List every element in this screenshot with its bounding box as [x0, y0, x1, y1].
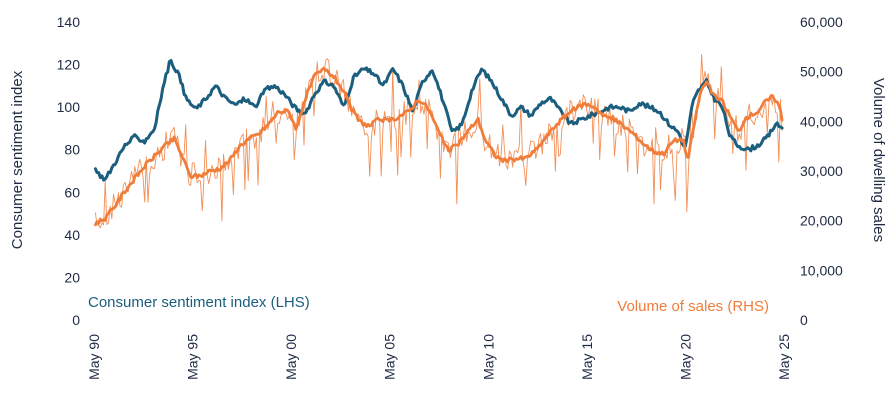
sentiment-line: [93, 59, 784, 182]
left-tick-label: 120: [57, 57, 81, 73]
right-tick-label: 0: [800, 312, 808, 328]
left-tick-label: 140: [57, 14, 81, 30]
left-axis-ticks: 0 20 40 60 80 100 120 140: [57, 14, 81, 328]
left-axis-title: Consumer sentiment index: [9, 70, 26, 249]
right-axis-ticks: 0 10,000 20,000 30,000 40,000 50,000 60,000: [800, 14, 843, 328]
right-tick-label: 40,000: [800, 113, 843, 129]
x-tick-label: May 05: [382, 334, 398, 380]
left-tick-label: 80: [64, 142, 80, 158]
smoothed-series-lines: [93, 59, 784, 227]
left-tick-label: 100: [57, 99, 81, 115]
right-tick-label: 30,000: [800, 163, 843, 179]
x-tick-label: May 20: [677, 334, 693, 380]
right-tick-label: 10,000: [800, 262, 843, 278]
x-tick-label: May 95: [185, 334, 201, 380]
x-tick-label: May 00: [283, 334, 299, 380]
legend-sales-label: Volume of sales (RHS): [617, 298, 769, 315]
sales-smoothed-line: [94, 66, 784, 227]
left-tick-label: 20: [64, 269, 80, 285]
x-tick-label: May 25: [776, 334, 792, 380]
left-tick-label: 60: [64, 184, 80, 200]
x-tick-label: May 15: [579, 334, 595, 380]
left-tick-label: 0: [72, 312, 80, 328]
right-tick-label: 50,000: [800, 64, 843, 80]
left-tick-label: 40: [64, 227, 80, 243]
right-axis-title: Volume of dwelling sales: [870, 78, 887, 242]
x-tick-label: May 90: [86, 334, 102, 380]
legend-sentiment-label: Consumer sentiment index (LHS): [88, 294, 310, 311]
x-axis-ticks: May 90 May 95 May 00 May 05 May 10 May 15 May …: [86, 334, 792, 380]
right-tick-label: 20,000: [800, 213, 843, 229]
x-tick-label: May 10: [480, 334, 496, 380]
right-tick-label: 60,000: [800, 14, 843, 30]
